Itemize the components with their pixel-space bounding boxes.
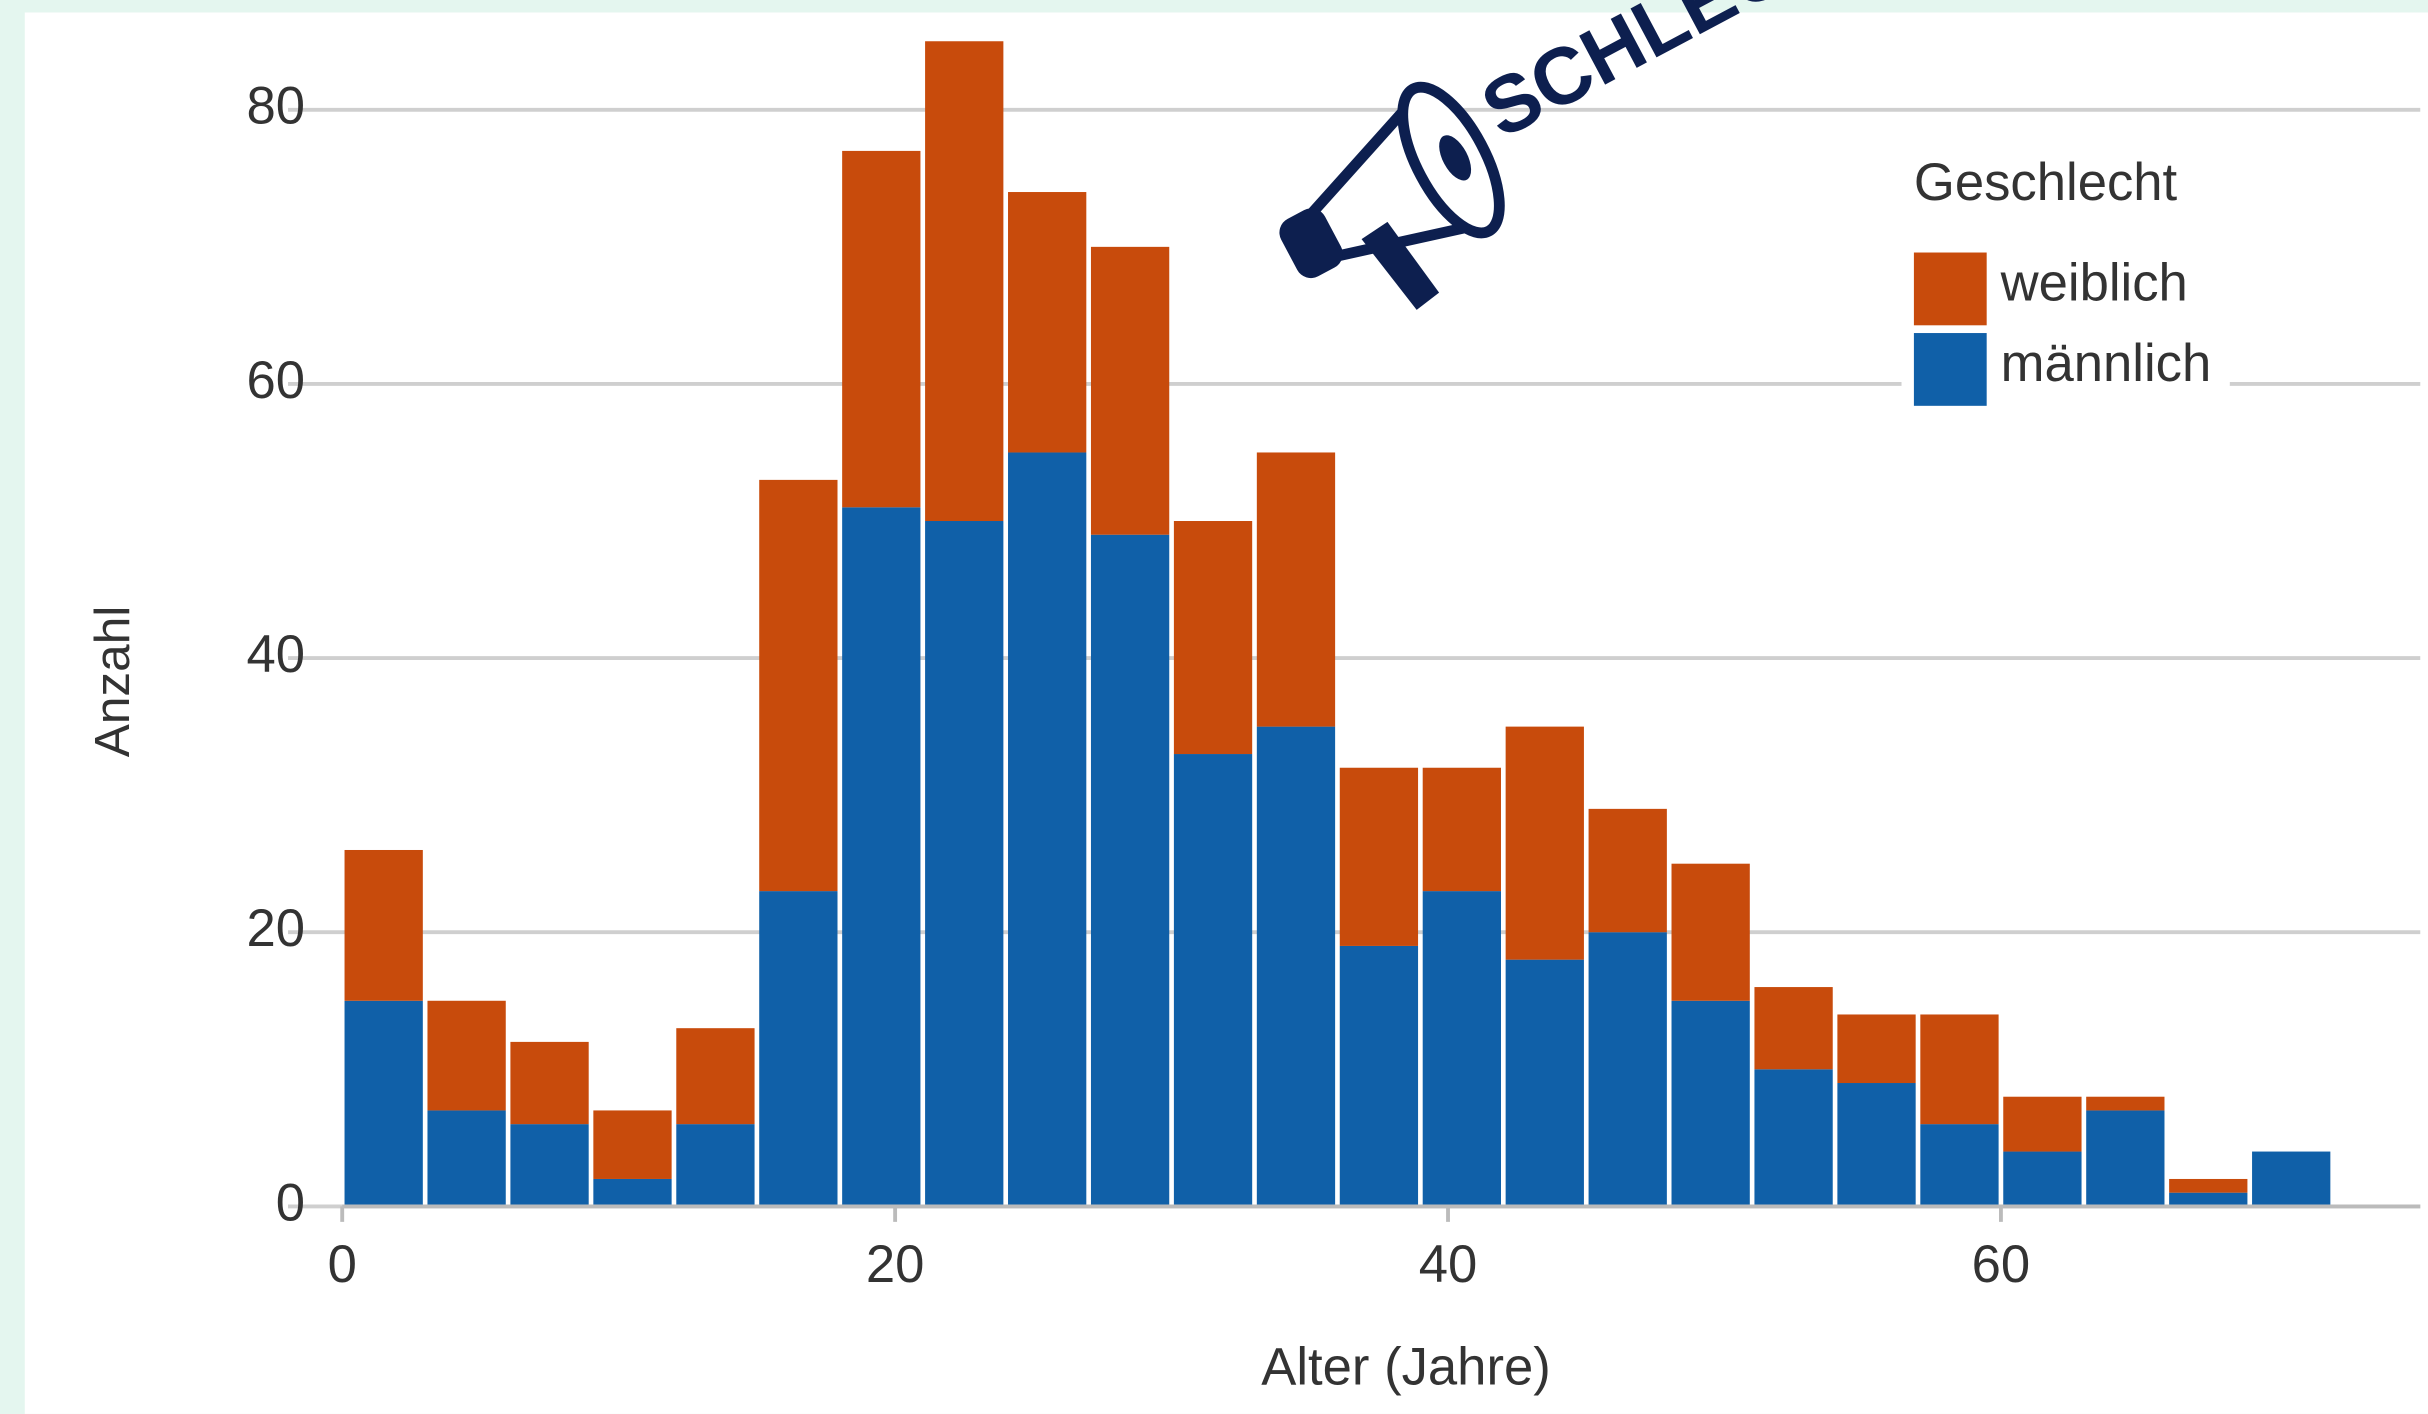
x-tick-label: 20 bbox=[866, 1235, 925, 1294]
bar-segment bbox=[842, 507, 921, 1207]
bar-segment bbox=[1920, 1124, 1999, 1207]
y-axis-label: Anzahl bbox=[84, 606, 140, 757]
bar-segment bbox=[2086, 1110, 2165, 1207]
megaphone-center bbox=[1439, 135, 1472, 181]
bar-segment bbox=[1008, 192, 1087, 453]
bar-segment bbox=[1837, 1083, 1916, 1207]
bar-segment bbox=[759, 479, 838, 892]
bar-segment bbox=[2003, 1096, 2082, 1152]
x-tick-label: 60 bbox=[1972, 1235, 2031, 1294]
bar-segment bbox=[593, 1110, 672, 1179]
bar-segment bbox=[1173, 521, 1253, 755]
bar-segment bbox=[427, 1110, 506, 1207]
x-tick-label: 40 bbox=[1419, 1235, 1478, 1294]
bar-segment bbox=[1090, 534, 1170, 1207]
bar-segment bbox=[1256, 726, 1336, 1207]
bar-segment bbox=[510, 1124, 589, 1207]
bar-segment bbox=[1422, 767, 1501, 892]
y-tick-label: 40 bbox=[247, 625, 306, 684]
bar-segment bbox=[1754, 987, 1833, 1070]
y-tick-label: 0 bbox=[276, 1173, 305, 1232]
bar-segment bbox=[1671, 1000, 1750, 1207]
legend-swatch bbox=[1913, 252, 1987, 326]
bar-segment bbox=[1256, 452, 1336, 727]
bar-segment bbox=[2252, 1151, 2331, 1207]
bar-segment bbox=[1588, 808, 1667, 933]
bar-segment bbox=[1339, 945, 1419, 1207]
bar-segment bbox=[427, 1000, 506, 1111]
bar-segment bbox=[1008, 452, 1087, 1207]
bar-segment bbox=[925, 521, 1004, 1207]
legend-label: männlich bbox=[2001, 334, 2212, 393]
legend-label: weiblich bbox=[2000, 253, 2188, 312]
megaphone-handle bbox=[1361, 221, 1440, 310]
y-tick-label: 80 bbox=[247, 77, 306, 136]
y-tick-label: 60 bbox=[247, 351, 306, 410]
bar-segment bbox=[593, 1178, 672, 1207]
legend-swatch bbox=[1913, 333, 1987, 406]
bar-segment bbox=[1339, 767, 1419, 946]
bar-segment bbox=[1505, 726, 1584, 960]
bar-segment bbox=[1173, 754, 1253, 1207]
axes: 0 20 40 60 80 0 20 40 60 bbox=[247, 77, 2421, 1294]
bar-segment bbox=[1754, 1069, 1833, 1207]
bar-segment bbox=[2086, 1096, 2165, 1111]
bar-segment bbox=[1671, 863, 1750, 1001]
megaphone-back bbox=[1279, 208, 1343, 279]
bar-segment bbox=[2169, 1192, 2248, 1207]
bar-segment bbox=[676, 1028, 755, 1125]
bar-segment bbox=[344, 1000, 423, 1207]
bar-segment bbox=[925, 41, 1004, 522]
bar-segment bbox=[759, 891, 838, 1207]
bar-segment bbox=[1920, 1014, 1999, 1125]
bar-segment bbox=[1588, 932, 1667, 1207]
bar-segment bbox=[1837, 1014, 1916, 1084]
y-tick-label: 20 bbox=[247, 899, 306, 958]
bar-segment bbox=[2169, 1178, 2248, 1193]
bar-segment bbox=[842, 150, 921, 508]
legend: Geschlecht weiblich männlich bbox=[1901, 142, 2230, 422]
x-axis-label: Alter (Jahre) bbox=[1261, 1337, 1551, 1396]
bar-segment bbox=[676, 1124, 755, 1207]
bar-segment bbox=[2003, 1151, 2082, 1207]
legend-title: Geschlecht bbox=[1914, 153, 2178, 212]
bar-segment bbox=[510, 1041, 589, 1125]
bar-segment bbox=[1505, 959, 1584, 1207]
bar-segment bbox=[1422, 891, 1501, 1207]
bar-segment bbox=[1090, 246, 1170, 535]
x-tick-label: 0 bbox=[328, 1235, 357, 1294]
bars bbox=[344, 41, 2331, 1207]
bar-segment bbox=[344, 849, 423, 1001]
